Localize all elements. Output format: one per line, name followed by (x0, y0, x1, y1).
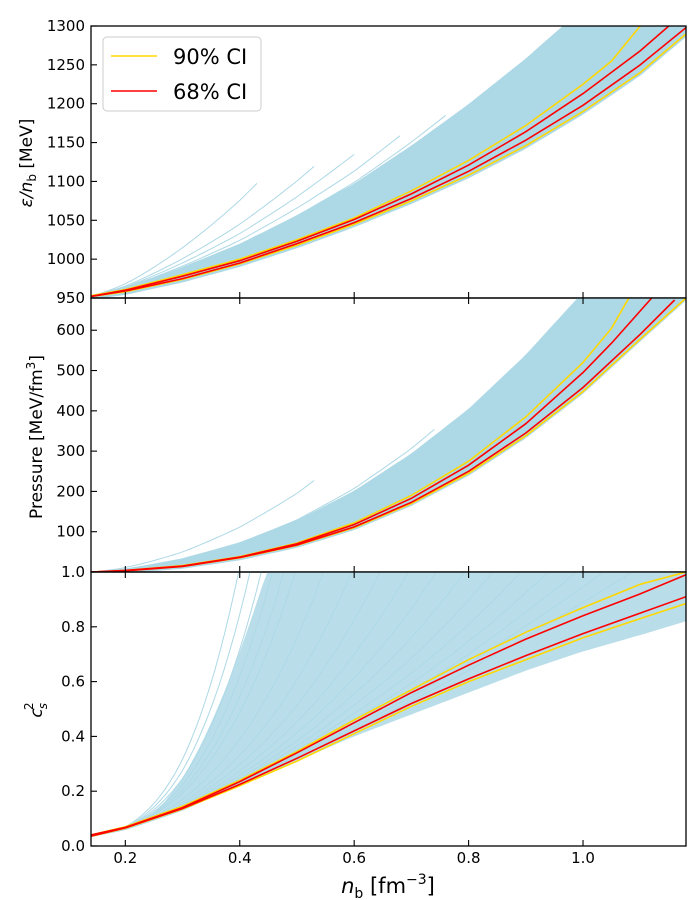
y-tick-label: 100 (56, 523, 85, 541)
x-tick-label: 0.8 (457, 849, 481, 867)
y-tick-label: 400 (56, 402, 85, 420)
x-tick-label: 0.6 (342, 849, 366, 867)
sample-curve (91, 480, 315, 572)
ci-line-68-ci-lower (91, 595, 686, 837)
ylabel-pressure: Pressure [MeV/fm3] (24, 355, 47, 519)
ylabel-energy: ε/nb [MeV] (17, 119, 39, 208)
legend-label-90: 90% CI (173, 45, 247, 69)
plot-area (91, 298, 686, 572)
plot-area (91, 572, 686, 838)
y-tick-label: 1300 (47, 17, 85, 35)
ci-line-90-ci-upper (91, 572, 686, 836)
sample-curve (91, 572, 240, 837)
y-tick-label: 0.6 (61, 673, 85, 691)
sample-curve (91, 81, 515, 297)
xlabel-unit: [fm (363, 874, 406, 898)
x-tick-label: 0.4 (228, 849, 252, 867)
ci-line-68-ci-lower (91, 26, 686, 298)
xlabel-end: ] (427, 874, 435, 898)
band-fill (91, 26, 686, 298)
ylabel-cs-sup: 2 (22, 702, 36, 710)
y-tick-label: 0.8 (61, 618, 85, 636)
x-tick-label: 1.0 (571, 849, 595, 867)
y-tick-label: 1150 (47, 134, 85, 152)
y-tick-label: 500 (56, 362, 85, 380)
ylabel-cs-main: c (27, 708, 47, 718)
y-tick-label: 950 (56, 289, 85, 307)
xlabel-main: n (341, 874, 354, 898)
legend: 90% CI 68% CI (102, 36, 262, 112)
y-tick-label: 300 (56, 442, 85, 460)
ylabel-energy-sub: b (25, 174, 39, 182)
panel-energy-per-baryon: 950 1000 1050 1100 1150 1200 1250 1300 (47, 17, 687, 307)
y-tick-label: 0.2 (61, 782, 85, 800)
ylabel-pressure-sup: 3 (24, 362, 38, 370)
plot-area (91, 26, 686, 298)
legend-label-68: 68% CI (173, 80, 247, 104)
axes-frame (90, 571, 687, 847)
y-tick-label: 1.0 (61, 563, 85, 581)
y-tick-label: 0.0 (61, 837, 85, 855)
ylabel-energy-unit: [MeV] (17, 119, 37, 174)
posterior-band (91, 26, 686, 298)
y-tick-label: 1100 (47, 172, 85, 190)
ylabel-pressure-end: ] (27, 355, 47, 362)
xlabel-sup: −3 (406, 872, 427, 888)
xlabel-sub: b (354, 886, 363, 900)
y-tick-label: 1000 (47, 250, 85, 268)
ci-line-68-ci-upper (91, 26, 670, 298)
ci-line-68-ci-lower (91, 299, 676, 572)
band-fill (91, 298, 686, 572)
ylabel-sound-speed: cs2 (22, 702, 50, 717)
ylabel-pressure-main: Pressure [MeV/fm (27, 369, 47, 519)
sample-curve (91, 166, 315, 297)
ci-line-90-ci-upper (91, 26, 641, 297)
y-tick-label: 1200 (47, 95, 85, 113)
y-tick-label: 600 (56, 321, 85, 339)
y-tick-label: 1050 (47, 211, 85, 229)
ylabel-cs-sub: s (36, 703, 50, 709)
posterior-band (91, 298, 686, 572)
panel-sound-speed: 0.0 0.2 0.4 0.6 0.8 1.0 0.2 0.4 0.6 0.8 1.0 (61, 563, 687, 867)
panel-pressure: 100 200 300 400 500 600 (56, 297, 687, 573)
x-tick-label: 0.2 (113, 849, 137, 867)
sample-curve (91, 154, 355, 297)
ylabel-energy-symbol: ε/n (17, 182, 37, 208)
sample-curve (91, 183, 258, 297)
y-tick-label: 1250 (47, 56, 85, 74)
y-tick-label: 0.4 (61, 727, 85, 745)
y-tick-label: 200 (56, 482, 85, 500)
xlabel: nb [fm−3] (341, 872, 435, 900)
